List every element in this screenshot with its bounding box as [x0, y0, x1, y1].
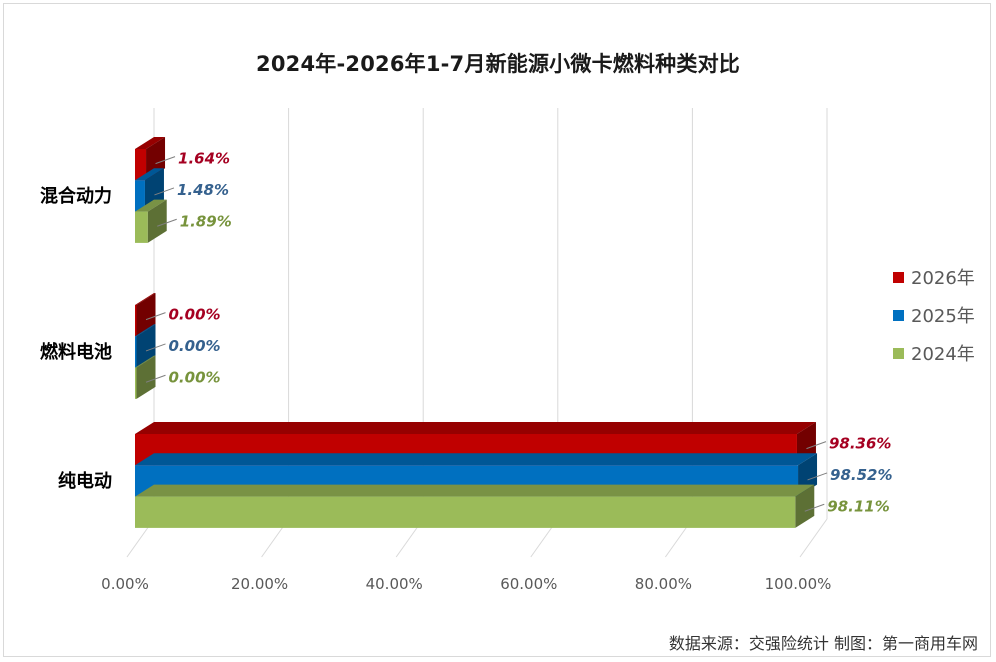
- x-tick-label: 20.00%: [231, 575, 288, 593]
- leader-line: [145, 374, 166, 383]
- floor-gridline: [799, 518, 828, 558]
- bar: [135, 149, 147, 181]
- bar-top-face: [135, 293, 156, 305]
- category-label: 纯电动: [58, 470, 112, 492]
- data-label: 98.11%: [827, 497, 889, 515]
- x-tick-label: 80.00%: [635, 575, 692, 593]
- data-label: 1.89%: [180, 212, 232, 230]
- legend-label-2025: 2025年: [911, 306, 975, 327]
- data-label: 98.36%: [829, 435, 891, 453]
- bar: [135, 496, 796, 528]
- data-label: 0.00%: [169, 368, 221, 386]
- bar-top-face: [135, 355, 156, 368]
- category-label: 燃料电池: [40, 341, 112, 363]
- legend-label-2026: 2026年: [911, 268, 975, 289]
- bar-top-face: [135, 453, 818, 466]
- legend-swatch-2026: [893, 271, 904, 283]
- leader-line: [157, 218, 177, 227]
- x-tick-label: 100.00%: [765, 575, 832, 593]
- bar-top-face: [135, 168, 164, 181]
- leader-line: [807, 472, 828, 481]
- bar-top-face: [135, 137, 166, 149]
- bar: [135, 180, 145, 212]
- bar-top-face: [135, 199, 167, 212]
- bar-side-face: [795, 484, 815, 528]
- x-tick-label: 40.00%: [366, 575, 423, 593]
- leader-line: [145, 312, 166, 321]
- legend: 2026年 2025年 2024年: [893, 258, 975, 372]
- leader-line: [155, 156, 176, 165]
- legend-item-2024: 2024年: [893, 334, 975, 372]
- chart-frame: [3, 3, 991, 657]
- category-label: 混合动力: [40, 185, 112, 207]
- leader-line: [804, 503, 825, 512]
- source-note: 数据来源：交强险统计 制图：第一商用车网: [668, 634, 978, 653]
- bar-top-face: [135, 422, 816, 434]
- bar-side-face: [136, 324, 156, 368]
- legend-label-2024: 2024年: [911, 344, 975, 365]
- bar: [135, 211, 148, 243]
- legend-item-2025: 2025年: [893, 296, 975, 334]
- bar-side-face: [147, 199, 167, 243]
- bar-side-face: [136, 355, 156, 399]
- bar-side-face: [136, 293, 156, 337]
- leader-line: [145, 343, 166, 352]
- data-label: 0.00%: [169, 337, 221, 355]
- chart-title: 2024年-2026年1-7月新能源小微卡燃料种类对比: [256, 52, 740, 76]
- x-tick-label: 60.00%: [500, 575, 557, 593]
- bar: [135, 336, 137, 368]
- data-label: 1.64%: [178, 150, 230, 168]
- leader-line: [154, 187, 175, 196]
- bar-top-face: [135, 324, 156, 337]
- data-label: 98.52%: [830, 466, 892, 484]
- data-label: 0.00%: [169, 306, 221, 324]
- bar-top-face: [135, 484, 815, 497]
- data-label: 1.48%: [177, 181, 229, 199]
- legend-item-2026: 2026年: [893, 258, 975, 296]
- legend-swatch-2024: [893, 347, 904, 359]
- legend-swatch-2025: [893, 309, 904, 321]
- x-tick-label: 0.00%: [101, 575, 149, 593]
- bar: [135, 367, 137, 399]
- leader-line: [806, 441, 827, 450]
- bar: [135, 305, 137, 337]
